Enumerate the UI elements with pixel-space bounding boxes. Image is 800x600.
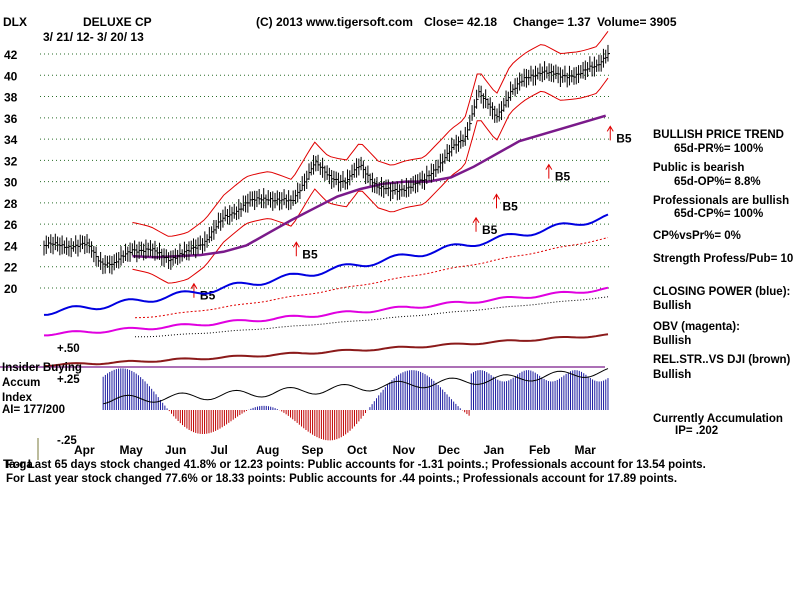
b5-label: B5 [482, 223, 498, 237]
accum-label: Accum [2, 377, 40, 389]
accum-tick-p50: +.50 [57, 343, 80, 355]
moving-average-line [132, 114, 607, 259]
x-tick-label: Jul [211, 443, 228, 457]
x-tick-label: Aug [256, 443, 279, 457]
b5-arrow [545, 163, 553, 179]
x-axis-ticks: Apr May Jun Jul Aug Sep Oct Nov Dec Jan Feb Mar [74, 443, 596, 457]
chart-header: DLX DELUXE CP 3/ 21/ 12- 3/ 20/ 13 (C) 2… [3, 15, 677, 44]
ip-value: IP= .202 [675, 425, 718, 437]
volume-value: Volume= 3905 [597, 15, 677, 29]
insider-buying-label: Insider Buying [2, 362, 82, 374]
rel-str-status: Bullish [653, 369, 691, 381]
y-tick-label: 38 [4, 91, 18, 105]
price-bands [132, 31, 609, 284]
public-label: Public is bearish [653, 162, 744, 174]
company-name: DELUXE CP [83, 15, 152, 29]
b5-label: B5 [200, 289, 216, 303]
x-tick-label: Oct [347, 443, 367, 457]
b5-label: B5 [503, 199, 519, 213]
closing-power-status: Bullish [653, 300, 691, 312]
y-tick-label: 34 [4, 133, 18, 147]
op-value: 65d-OP%= 8.8% [674, 176, 761, 188]
obv-label: OBV (magenta): [653, 321, 740, 333]
x-tick-label: Jun [165, 443, 186, 457]
x-tick-label: Nov [393, 443, 416, 457]
y-tick-label: 22 [4, 261, 18, 275]
x-tick-label: Apr [74, 443, 95, 457]
b5-arrow [292, 241, 300, 257]
x-tick-label: Dec [438, 443, 460, 457]
close-value: Close= 42.18 [424, 15, 497, 29]
footer-overlap-text: Ta-ga [3, 459, 33, 471]
b5-arrow [472, 216, 480, 232]
footer-line-year: For Last year stock changed 77.6% or 18.… [6, 473, 677, 485]
accumulation-bars [102, 368, 609, 441]
b5-label: B5 [555, 170, 571, 184]
trend-title: BULLISH PRICE TREND [653, 129, 784, 141]
x-tick-label: Feb [529, 443, 550, 457]
accumulation-ma-line [103, 368, 609, 405]
closing-power-ma-line [134, 237, 609, 319]
b5-arrow [493, 193, 500, 209]
price-bars [43, 44, 610, 275]
y-tick-label: 28 [4, 197, 18, 211]
price-grid [40, 53, 610, 289]
b5-arrow [606, 125, 614, 141]
side-panel: BULLISH PRICE TREND 65d-PR%= 100% Public… [653, 129, 793, 437]
x-tick-label: Mar [575, 443, 597, 457]
ticker-label: DLX [3, 15, 27, 29]
y-tick-label: 26 [4, 218, 18, 232]
y-tick-label: 30 [4, 176, 18, 190]
b5-signals: B5 B5 B5 B5 B5 B5 [190, 125, 632, 303]
y-tick-label: 32 [4, 154, 18, 168]
copyright: (C) 2013 www.tigersoft.com [256, 15, 413, 29]
lower-band [132, 77, 609, 284]
y-tick-label: 24 [4, 239, 18, 253]
rel-str-label: REL.STR..VS DJI (brown) [653, 354, 791, 366]
b5-arrow [190, 282, 198, 298]
y-tick-label: 20 [4, 282, 18, 296]
b5-label: B5 [302, 247, 318, 261]
y-axis-ticks: 20 22 24 26 28 30 32 34 36 38 40 42 [4, 48, 18, 296]
insider-labels: Insider Buying Accum Index AI= 177/200 [2, 362, 82, 416]
x-tick-label: Sep [302, 443, 324, 457]
cp-value: 65d-CP%= 100% [674, 208, 763, 220]
b5-label: B5 [616, 131, 632, 145]
footer: Ta-ga For Last 65 days stock changed 41.… [3, 459, 706, 485]
obv-ma-line [135, 296, 609, 338]
pr-value: 65d-PR%= 100% [674, 143, 763, 155]
footer-line-65days: For Last 65 days stock changed 41.8% or … [6, 459, 706, 471]
accum-tick-m25: -.25 [57, 435, 77, 447]
upper-band [132, 31, 609, 237]
ai-value: AI= 177/200 [2, 404, 65, 416]
date-range: 3/ 21/ 12- 3/ 20/ 13 [43, 30, 144, 44]
change-value: Change= 1.37 [513, 15, 591, 29]
relative-strength-line [43, 333, 609, 367]
obv-status: Bullish [653, 335, 691, 347]
y-tick-label: 42 [4, 48, 18, 62]
strength-value: Strength Profess/Pub= 10 [653, 253, 793, 265]
y-tick-label: 36 [4, 112, 18, 126]
cpvspr-value: CP%vsPr%= 0% [653, 230, 741, 242]
professionals-label: Professionals are bullish [653, 195, 789, 207]
index-label: Index [2, 392, 33, 404]
y-tick-label: 40 [4, 69, 18, 83]
accumulation-title: Currently Accumulation [653, 413, 783, 425]
closing-power-label: CLOSING POWER (blue): [653, 286, 790, 298]
accum-tick-p25: +.25 [57, 374, 80, 386]
x-tick-label: May [120, 443, 144, 457]
closing-power-line [43, 213, 609, 316]
x-tick-label: Jan [484, 443, 505, 457]
obv-line [44, 286, 609, 337]
